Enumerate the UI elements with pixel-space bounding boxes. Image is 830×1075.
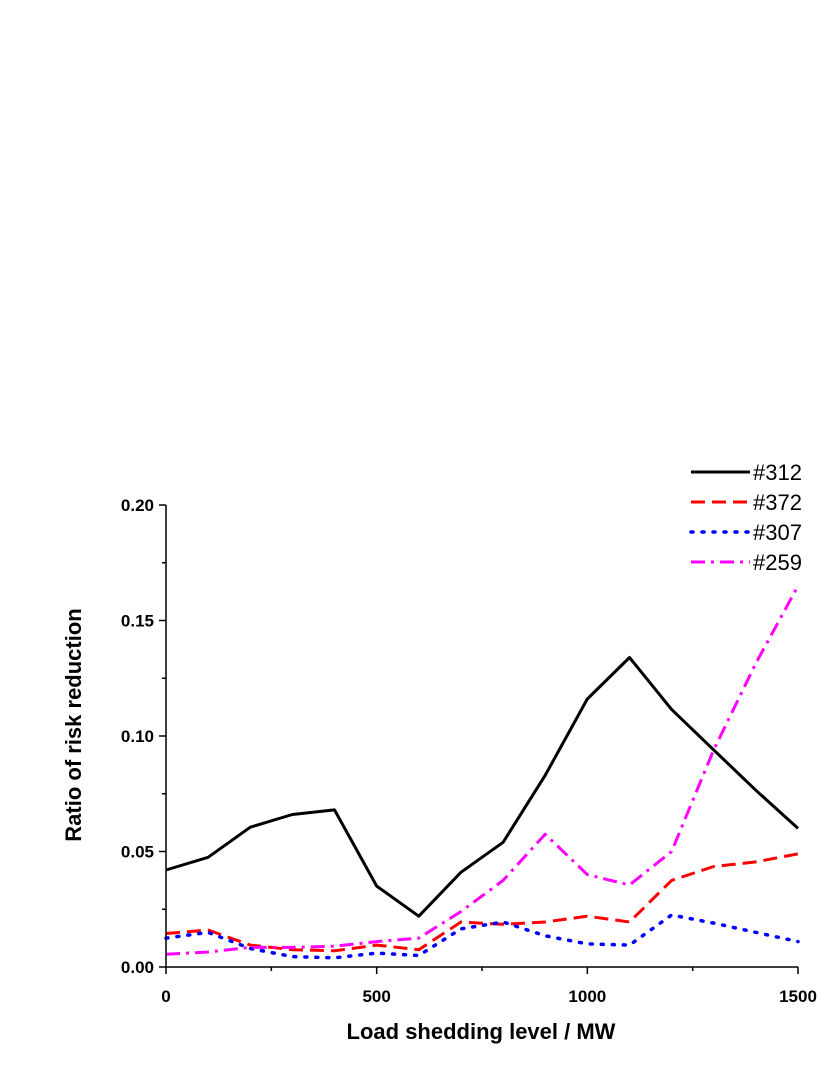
y-tick-label: 0.10	[121, 727, 154, 746]
legend-label-3: #259	[753, 550, 802, 575]
axes	[165, 505, 798, 968]
legend-label-1: #372	[753, 490, 802, 515]
series-line-2	[164, 913, 800, 960]
y-tick-label: 0.20	[121, 496, 154, 515]
y-axis-title: Ratio of risk reduction	[61, 608, 86, 841]
x-tick-label: 0	[161, 987, 170, 1006]
legend: #312 #372 #307 #259	[689, 460, 802, 575]
x-tick-label: 1000	[568, 987, 606, 1006]
y-tick-label: 0.00	[121, 958, 154, 977]
series-line-0	[165, 656, 800, 918]
legend-label-2: #307	[753, 520, 802, 545]
x-axis-ticks: 0 500 1000 1500	[161, 967, 817, 1006]
series-line-1	[165, 852, 799, 953]
y-axis-ticks: 0.00 0.05 0.10 0.15 0.20	[121, 496, 166, 977]
series-line-3	[165, 585, 800, 956]
y-tick-label: 0.15	[121, 612, 154, 631]
legend-label-0: #312	[753, 460, 802, 485]
y-tick-label: 0.05	[121, 843, 154, 862]
plot-lines	[164, 585, 800, 960]
x-axis-title: Load shedding level / MW	[347, 1019, 616, 1044]
x-tick-label: 500	[362, 987, 390, 1006]
x-tick-label: 1500	[779, 987, 817, 1006]
